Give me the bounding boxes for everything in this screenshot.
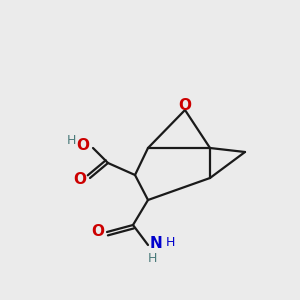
Text: H: H xyxy=(66,134,76,146)
Text: O: O xyxy=(74,172,86,188)
Text: O: O xyxy=(178,98,191,113)
Text: H: H xyxy=(165,236,175,250)
Text: O: O xyxy=(92,224,104,239)
Text: H: H xyxy=(147,253,157,266)
Text: N: N xyxy=(150,236,162,250)
Text: O: O xyxy=(76,139,89,154)
